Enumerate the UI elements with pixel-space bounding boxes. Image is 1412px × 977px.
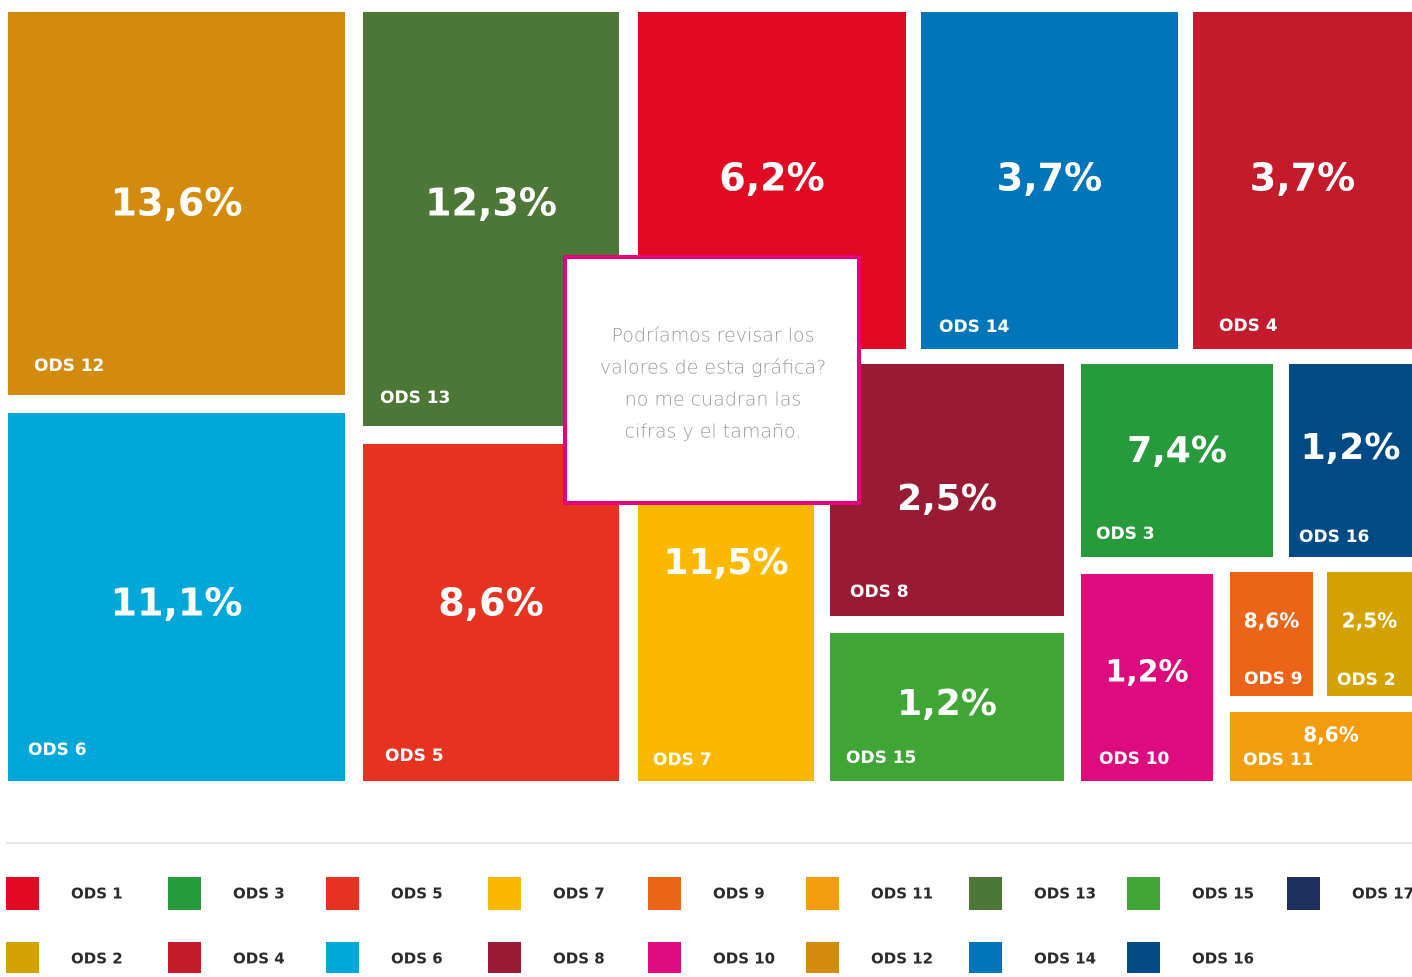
tile [1230,712,1412,781]
tile-name: ODS 12 [34,356,104,376]
value-label: 1,2% [1105,655,1188,690]
tile-name: ODS 5 [385,746,444,766]
legend-swatch [969,877,1002,910]
tile-name: ODS 11 [1243,750,1313,770]
tile-name: ODS 3 [1096,524,1155,544]
tile-name: ODS 15 [846,748,916,768]
legend-label: ODS 2 [71,950,123,968]
legend-swatch [1287,877,1320,910]
legend-swatch [1127,877,1160,910]
tile-name: ODS 6 [28,740,87,760]
legend-label: ODS 10 [713,950,775,968]
legend-swatch [326,877,359,910]
legend-swatch [488,877,521,910]
legend-swatch [488,942,521,975]
legend-swatch [648,942,681,975]
tile-name: ODS 8 [850,582,909,602]
legend-label: ODS 6 [391,950,443,968]
legend-label: ODS 11 [871,885,933,903]
value-label: 1,2% [1301,427,1401,468]
tile-name: ODS 7 [653,750,712,770]
legend-label: ODS 8 [553,950,605,968]
note-text: no me cuadran las [625,389,802,411]
value-label: 12,3% [425,181,557,225]
tile-name: ODS 13 [380,388,450,408]
tile-name: ODS 14 [939,317,1010,337]
value-label: 3,7% [1250,156,1355,200]
value-label: 3,7% [997,156,1102,200]
tile-name: ODS 9 [1244,669,1303,689]
legend-swatch [168,942,201,975]
tile [921,12,1178,349]
value-label: 2,5% [897,478,997,519]
value-label: 8,6% [1244,609,1299,633]
value-label: 8,6% [438,581,543,625]
tile-name: ODS 2 [1337,670,1396,690]
value-label: 13,6% [111,181,243,225]
tile [1081,574,1213,781]
note-text: valores de esta gráfica? [600,357,826,379]
legend-label: ODS 17 [1352,885,1412,903]
legend-label: ODS 4 [233,950,285,968]
tile [1081,364,1273,557]
tile [1289,364,1412,557]
legend-swatch [6,877,39,910]
legend-swatch [326,942,359,975]
legend-label: ODS 12 [871,950,933,968]
value-label: 6,2% [719,156,824,200]
tile [8,413,345,781]
legend-label: ODS 9 [713,885,765,903]
value-label: 8,6% [1303,723,1358,747]
tile [1327,572,1412,696]
tile-name: ODS 10 [1099,749,1170,769]
tile [8,12,345,395]
value-label: 11,1% [111,581,243,625]
legend-label: ODS 15 [1192,885,1254,903]
legend-swatch [1127,942,1160,975]
tile [830,633,1064,781]
legend-swatch [969,942,1002,975]
value-label: 11,5% [664,542,789,583]
tile [1193,12,1412,349]
tile-name: ODS 4 [1219,316,1278,336]
note-box [563,255,861,505]
tile-name: ODS 16 [1299,527,1369,547]
legend-swatch [6,942,39,975]
value-label: 1,2% [897,683,997,724]
legend-swatch [648,877,681,910]
legend-label: ODS 5 [391,885,443,903]
legend-swatch [168,877,201,910]
legend-label: ODS 14 [1034,950,1096,968]
value-label: 2,5% [1342,609,1397,633]
legend-swatch [806,942,839,975]
legend-label: ODS 3 [233,885,285,903]
legend-swatch [806,877,839,910]
legend-label: ODS 13 [1034,885,1096,903]
tile [830,364,1064,616]
legend-label: ODS 16 [1192,950,1254,968]
note-text: cifras y el tamaño. [625,421,802,443]
legend-label: ODS 7 [553,885,605,903]
tile [1230,572,1313,696]
note-text: Podríamos revisar los [611,325,814,347]
legend-label: ODS 1 [71,885,123,903]
value-label: 7,4% [1127,430,1227,471]
